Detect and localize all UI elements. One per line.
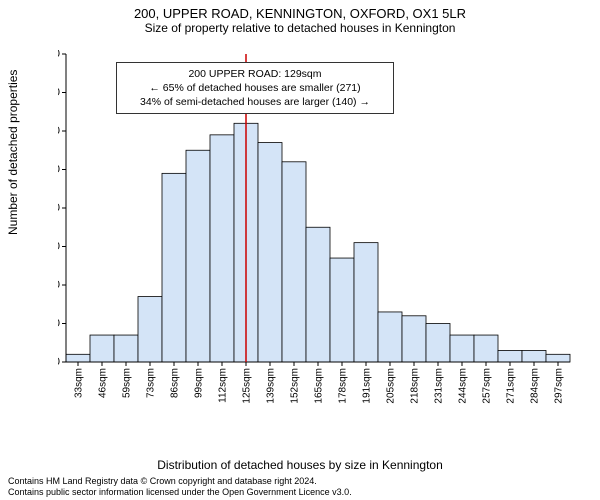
svg-text:271sqm: 271sqm	[506, 368, 517, 404]
annotation-line2: ← 65% of detached houses are smaller (27…	[125, 81, 385, 95]
histogram-bar	[330, 258, 354, 362]
histogram-bar	[546, 354, 570, 362]
svg-text:50: 50	[58, 163, 60, 175]
svg-text:284sqm: 284sqm	[530, 368, 541, 404]
svg-text:59sqm: 59sqm	[122, 368, 133, 398]
svg-text:86sqm: 86sqm	[170, 368, 181, 398]
svg-text:205sqm: 205sqm	[386, 368, 397, 404]
histogram-bar	[210, 135, 234, 362]
svg-text:73sqm: 73sqm	[146, 368, 157, 398]
svg-text:125sqm: 125sqm	[242, 368, 253, 404]
histogram-bar	[258, 143, 282, 362]
histogram-bar	[522, 350, 546, 362]
svg-text:40: 40	[58, 202, 60, 214]
svg-text:139sqm: 139sqm	[266, 368, 277, 404]
svg-text:165sqm: 165sqm	[314, 368, 325, 404]
svg-text:10: 10	[58, 317, 60, 329]
footer-line2: Contains public sector information licen…	[8, 487, 352, 498]
histogram-bar	[450, 335, 474, 362]
histogram-bar	[498, 350, 522, 362]
y-axis-label: Number of detached properties	[6, 70, 20, 235]
histogram-bar	[114, 335, 138, 362]
svg-text:244sqm: 244sqm	[458, 368, 469, 404]
svg-text:70: 70	[58, 86, 60, 98]
annotation-box: 200 UPPER ROAD: 129sqm ← 65% of detached…	[116, 62, 394, 115]
histogram-bar	[162, 173, 186, 362]
histogram-bar	[138, 297, 162, 362]
annotation-line3: 34% of semi-detached houses are larger (…	[125, 95, 385, 109]
svg-text:218sqm: 218sqm	[410, 368, 421, 404]
svg-text:191sqm: 191sqm	[362, 368, 373, 404]
svg-text:0: 0	[58, 356, 60, 368]
svg-text:112sqm: 112sqm	[218, 368, 229, 403]
svg-text:33sqm: 33sqm	[74, 368, 85, 398]
histogram-bar	[282, 162, 306, 362]
svg-text:20: 20	[58, 279, 60, 291]
histogram-bar	[66, 354, 90, 362]
svg-text:99sqm: 99sqm	[194, 368, 205, 398]
x-axis-label: Distribution of detached houses by size …	[0, 458, 600, 472]
histogram-bar	[474, 335, 498, 362]
svg-text:80: 80	[58, 50, 60, 60]
chart-title: 200, UPPER ROAD, KENNINGTON, OXFORD, OX1…	[0, 0, 600, 21]
chart-subtitle: Size of property relative to detached ho…	[0, 21, 600, 39]
svg-text:297sqm: 297sqm	[554, 368, 565, 404]
svg-text:30: 30	[58, 240, 60, 252]
annotation-line1: 200 UPPER ROAD: 129sqm	[125, 67, 385, 81]
histogram-bar	[354, 243, 378, 362]
svg-text:231sqm: 231sqm	[434, 368, 445, 404]
svg-text:60: 60	[58, 125, 60, 137]
histogram-bar	[426, 324, 450, 363]
footer-line1: Contains HM Land Registry data © Crown c…	[8, 476, 352, 487]
svg-text:257sqm: 257sqm	[482, 368, 493, 404]
svg-text:46sqm: 46sqm	[98, 368, 109, 398]
histogram-bar	[306, 227, 330, 362]
histogram-bar	[378, 312, 402, 362]
chart-container: 200, UPPER ROAD, KENNINGTON, OXFORD, OX1…	[0, 0, 600, 500]
histogram-bar	[90, 335, 114, 362]
svg-text:152sqm: 152sqm	[290, 368, 301, 404]
histogram-bar	[402, 316, 426, 362]
footer-attribution: Contains HM Land Registry data © Crown c…	[8, 476, 352, 499]
histogram-bar	[186, 150, 210, 362]
plot-area: 0 10 20 30 40 50 60 70 80 33sqm 46sqm 59sqm 73sqm 86s…	[58, 50, 574, 420]
svg-text:178sqm: 178sqm	[338, 368, 349, 404]
